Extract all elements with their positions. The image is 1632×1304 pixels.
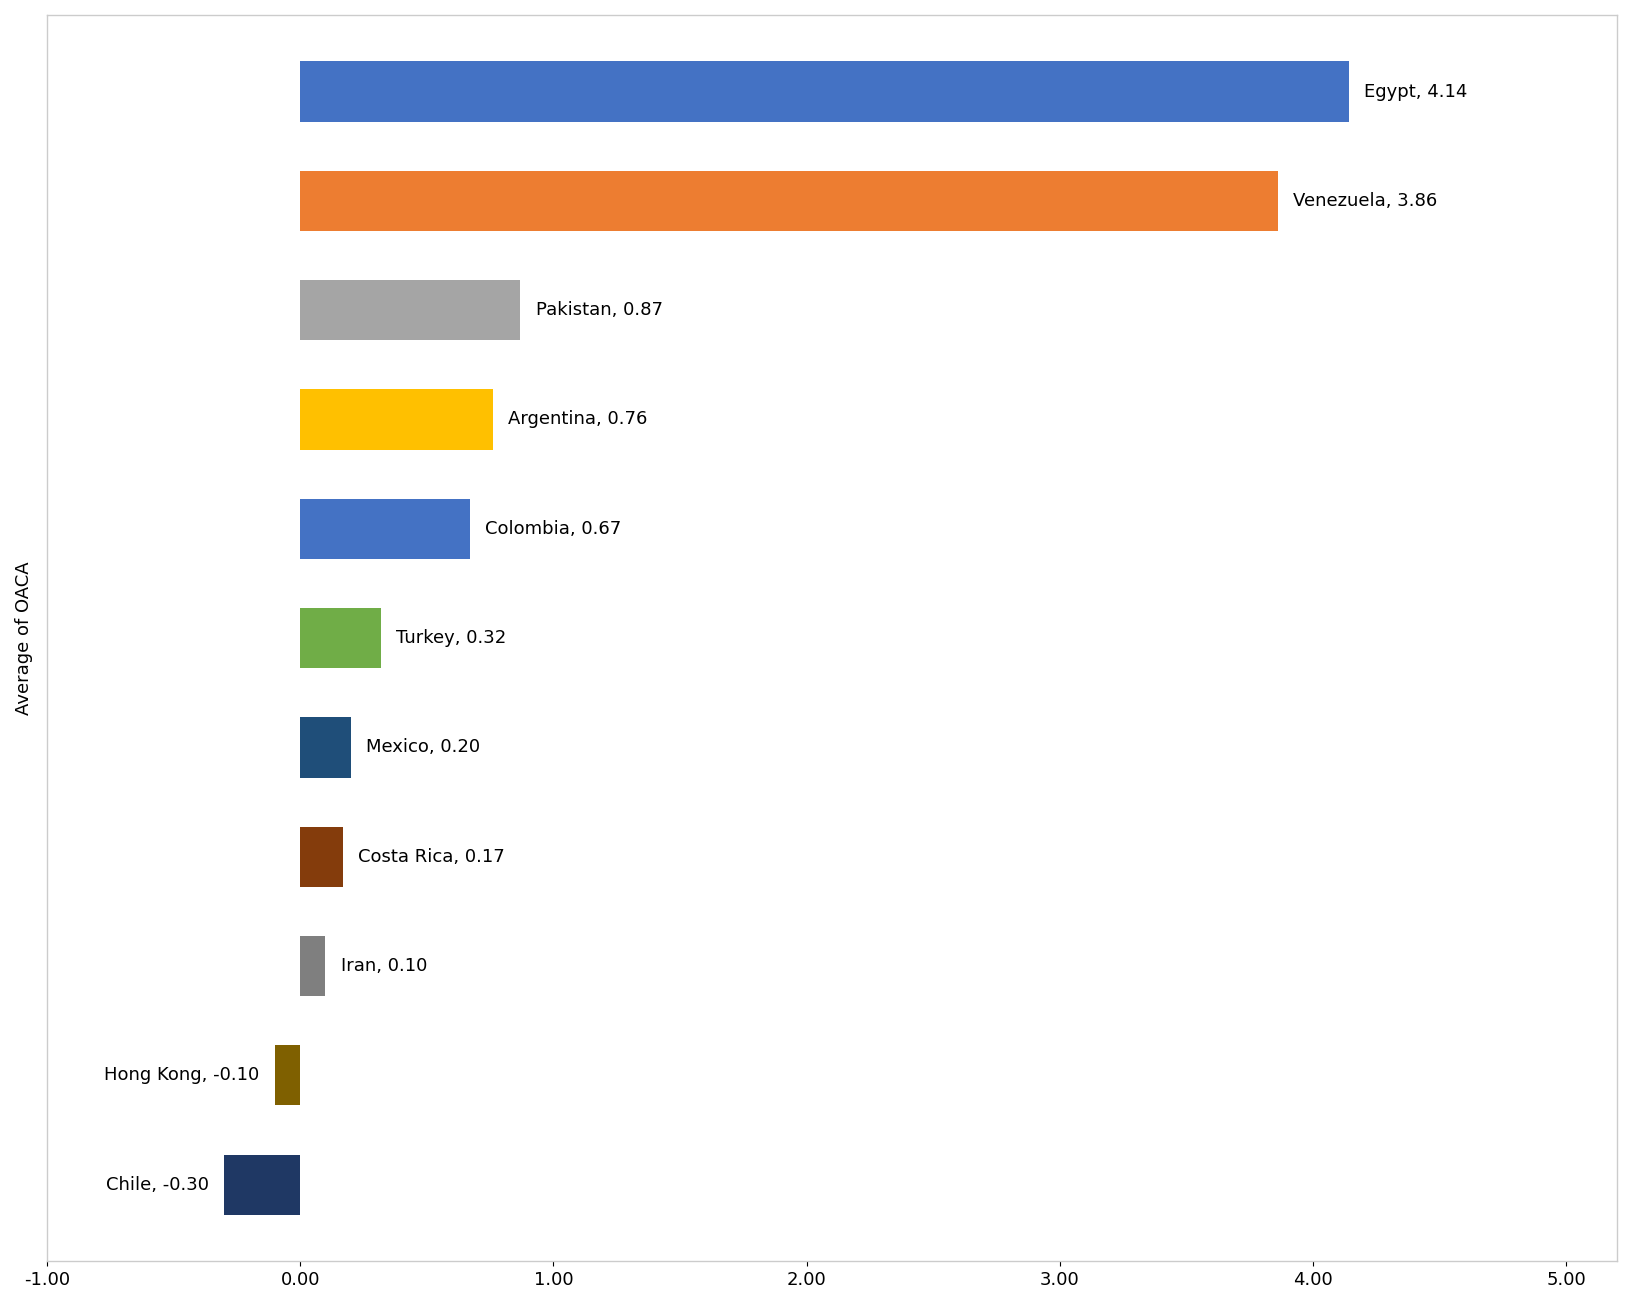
Text: Colombia, 0.67: Colombia, 0.67 [485,520,622,537]
Bar [300,608,382,668]
Bar [300,280,521,340]
Text: Venezuela, 3.86: Venezuela, 3.86 [1293,192,1438,210]
Text: Mexico, 0.20: Mexico, 0.20 [366,738,480,756]
Bar [300,171,1278,231]
Text: Egypt, 4.14: Egypt, 4.14 [1364,82,1467,100]
Y-axis label: Average of OACA: Average of OACA [15,561,33,715]
Text: Turkey, 0.32: Turkey, 0.32 [397,629,506,647]
Text: Hong Kong, -0.10: Hong Kong, -0.10 [104,1067,259,1085]
Text: Argentina, 0.76: Argentina, 0.76 [508,411,648,429]
Bar [300,498,470,559]
Bar [300,717,351,777]
Text: Pakistan, 0.87: Pakistan, 0.87 [535,301,663,319]
Bar [274,1046,300,1106]
Bar [300,936,325,996]
Text: Costa Rica, 0.17: Costa Rica, 0.17 [359,848,506,866]
Bar [224,1154,300,1215]
Bar [300,61,1348,121]
Text: Iran, 0.10: Iran, 0.10 [341,957,428,975]
Text: Chile, -0.30: Chile, -0.30 [106,1176,209,1193]
Bar [300,390,493,450]
Bar [300,827,343,887]
